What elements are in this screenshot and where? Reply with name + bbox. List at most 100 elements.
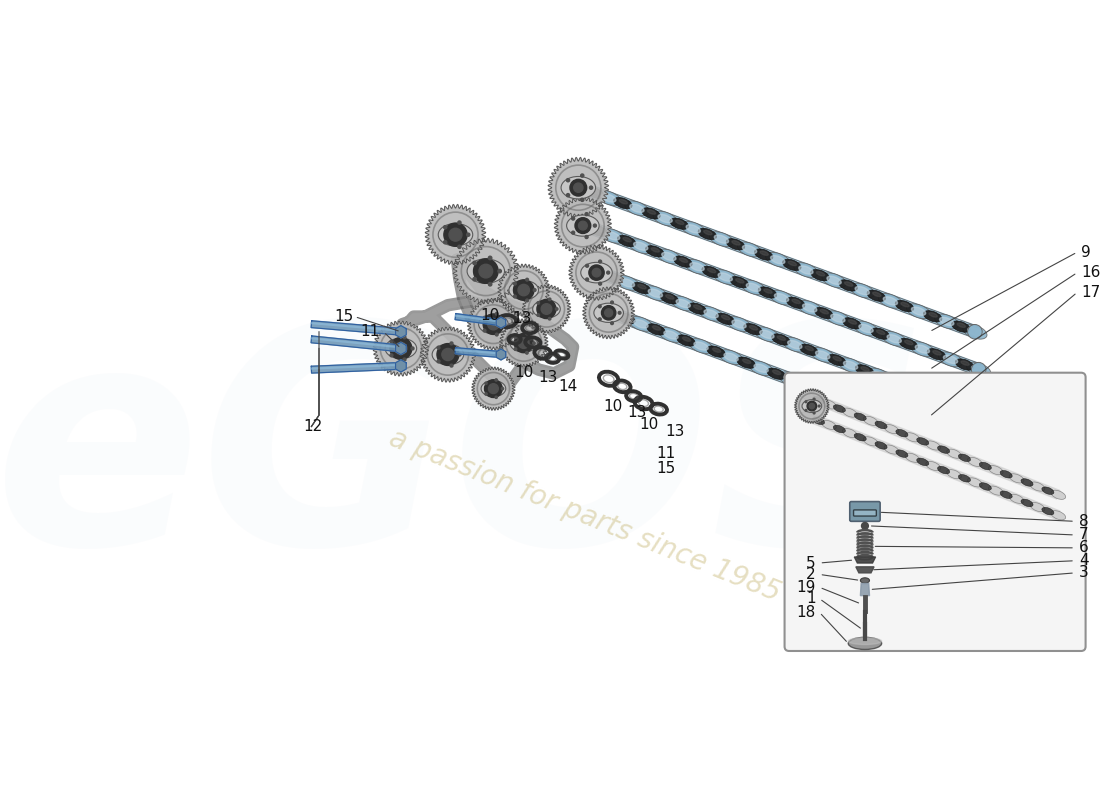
Ellipse shape — [871, 328, 890, 339]
Ellipse shape — [724, 353, 738, 362]
Ellipse shape — [630, 204, 645, 213]
Polygon shape — [579, 182, 977, 338]
Circle shape — [443, 241, 447, 244]
Ellipse shape — [651, 248, 660, 252]
Text: 15: 15 — [334, 309, 353, 324]
Ellipse shape — [967, 362, 991, 377]
Circle shape — [514, 334, 534, 353]
Ellipse shape — [755, 249, 773, 260]
Circle shape — [390, 340, 393, 343]
Ellipse shape — [844, 361, 858, 370]
Ellipse shape — [922, 389, 946, 403]
Circle shape — [807, 402, 816, 411]
Circle shape — [458, 246, 461, 249]
Ellipse shape — [766, 252, 790, 267]
Ellipse shape — [686, 225, 701, 233]
Circle shape — [444, 223, 468, 246]
Ellipse shape — [839, 280, 857, 291]
Circle shape — [581, 174, 584, 177]
Ellipse shape — [704, 230, 712, 234]
Text: 19: 19 — [796, 580, 816, 594]
Circle shape — [585, 278, 588, 281]
Ellipse shape — [1030, 482, 1045, 491]
Ellipse shape — [822, 273, 846, 288]
Polygon shape — [396, 326, 406, 338]
Circle shape — [473, 278, 476, 281]
Ellipse shape — [641, 208, 660, 219]
Ellipse shape — [682, 337, 691, 342]
Ellipse shape — [895, 450, 908, 458]
Ellipse shape — [844, 398, 858, 406]
Circle shape — [514, 282, 516, 285]
Ellipse shape — [707, 268, 716, 273]
Circle shape — [514, 295, 516, 298]
Ellipse shape — [614, 198, 632, 209]
Ellipse shape — [694, 305, 702, 310]
Text: 16: 16 — [1081, 265, 1100, 280]
Ellipse shape — [877, 330, 884, 334]
Ellipse shape — [1010, 474, 1024, 483]
Ellipse shape — [632, 282, 651, 294]
Ellipse shape — [688, 303, 706, 314]
Ellipse shape — [883, 375, 902, 386]
Ellipse shape — [510, 334, 538, 352]
Polygon shape — [468, 298, 519, 350]
Text: 2: 2 — [806, 567, 816, 582]
Circle shape — [458, 221, 461, 224]
Ellipse shape — [915, 345, 930, 354]
Ellipse shape — [801, 392, 815, 401]
Ellipse shape — [578, 218, 592, 233]
Circle shape — [526, 351, 528, 354]
Text: 6: 6 — [1079, 540, 1089, 555]
Ellipse shape — [937, 446, 949, 454]
Circle shape — [537, 302, 539, 304]
Ellipse shape — [979, 462, 991, 470]
Ellipse shape — [904, 340, 913, 345]
Ellipse shape — [741, 280, 766, 294]
Ellipse shape — [648, 210, 656, 214]
Circle shape — [514, 280, 534, 300]
Ellipse shape — [788, 341, 802, 349]
Circle shape — [575, 218, 591, 234]
Circle shape — [526, 299, 528, 302]
Circle shape — [411, 347, 414, 350]
Circle shape — [526, 332, 528, 334]
Ellipse shape — [811, 347, 835, 362]
Circle shape — [574, 183, 583, 192]
Ellipse shape — [833, 357, 842, 361]
Ellipse shape — [432, 344, 464, 365]
Ellipse shape — [652, 326, 661, 330]
Circle shape — [570, 179, 586, 196]
Ellipse shape — [855, 434, 866, 441]
Ellipse shape — [798, 301, 822, 315]
Text: 17: 17 — [1081, 285, 1100, 300]
Ellipse shape — [644, 286, 668, 301]
Ellipse shape — [605, 232, 619, 240]
Ellipse shape — [591, 190, 600, 194]
Ellipse shape — [971, 366, 986, 374]
Circle shape — [805, 401, 807, 402]
Circle shape — [488, 256, 492, 260]
Ellipse shape — [968, 325, 982, 339]
Ellipse shape — [659, 327, 683, 342]
Circle shape — [483, 314, 504, 334]
Polygon shape — [455, 348, 502, 358]
Ellipse shape — [834, 405, 846, 412]
Circle shape — [602, 306, 616, 320]
Circle shape — [483, 316, 486, 319]
Circle shape — [502, 387, 504, 390]
Circle shape — [598, 318, 602, 321]
Ellipse shape — [848, 638, 881, 645]
Circle shape — [598, 282, 602, 285]
Ellipse shape — [939, 318, 954, 326]
Text: 7: 7 — [1079, 527, 1088, 542]
Ellipse shape — [833, 392, 840, 397]
Ellipse shape — [670, 218, 689, 230]
Ellipse shape — [673, 256, 692, 267]
Ellipse shape — [916, 458, 928, 466]
Polygon shape — [373, 321, 428, 376]
Ellipse shape — [779, 372, 803, 386]
Circle shape — [437, 360, 440, 363]
Circle shape — [458, 353, 461, 356]
Circle shape — [526, 278, 528, 281]
